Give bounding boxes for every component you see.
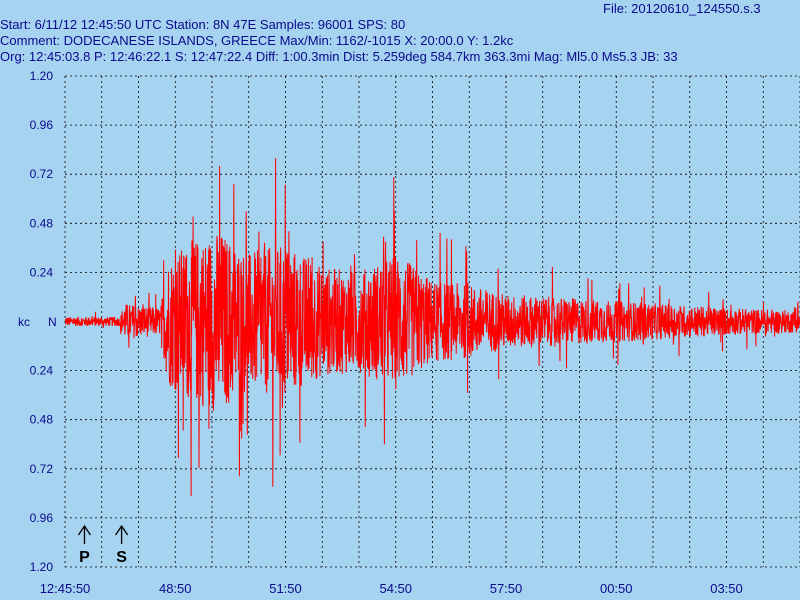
marker-s-arrow bbox=[115, 524, 129, 536]
marker-s-label: S bbox=[116, 549, 127, 566]
y-tick-label: 0.24 bbox=[30, 265, 54, 279]
seismogram-trace bbox=[64, 158, 800, 497]
y-tick-label: 0.72 bbox=[30, 167, 54, 181]
y-axis-labels: 1.20 0.96 0.72 0.48 0.24 0.24 0.48 0.72 0.96 1.20 bbox=[30, 69, 54, 574]
y-tick-label: 0.96 bbox=[30, 511, 54, 525]
y-unit-label: kc bbox=[18, 315, 30, 329]
y-tick-label: 0.24 bbox=[30, 364, 54, 378]
y-tick-label: 0.48 bbox=[30, 413, 54, 427]
channel-label: N bbox=[48, 315, 57, 329]
x-axis-labels: 12:45:50 48:50 51:50 54:50 57:50 00:50 03:50 bbox=[40, 581, 743, 596]
file-label: File: 20120610_124550.s.3 bbox=[603, 1, 761, 16]
start-info: Start: 6/11/12 12:45:50 UTC Station: 8N … bbox=[0, 17, 406, 32]
x-tick-label: 51:50 bbox=[269, 581, 302, 596]
comment-info: Comment: DODECANESE ISLANDS, GREECE Max/… bbox=[0, 33, 514, 48]
x-tick-label: 00:50 bbox=[600, 581, 633, 596]
x-tick-label: 54:50 bbox=[379, 581, 412, 596]
x-tick-label: 03:50 bbox=[710, 581, 743, 596]
origin-info: Org: 12:45:03.8 P: 12:46:22.1 S: 12:47:2… bbox=[0, 49, 678, 64]
x-tick-label: 48:50 bbox=[159, 581, 192, 596]
y-tick-label: 0.48 bbox=[30, 216, 54, 230]
x-tick-label: 12:45:50 bbox=[40, 581, 91, 596]
y-tick-label: 1.20 bbox=[30, 560, 54, 574]
y-tick-label: 0.72 bbox=[30, 462, 54, 476]
marker-p-arrow bbox=[77, 524, 92, 536]
y-tick-label: 0.96 bbox=[30, 118, 54, 132]
marker-p-label: P bbox=[79, 549, 90, 566]
x-tick-label: 57:50 bbox=[490, 581, 523, 596]
y-tick-label: 1.20 bbox=[30, 69, 54, 83]
